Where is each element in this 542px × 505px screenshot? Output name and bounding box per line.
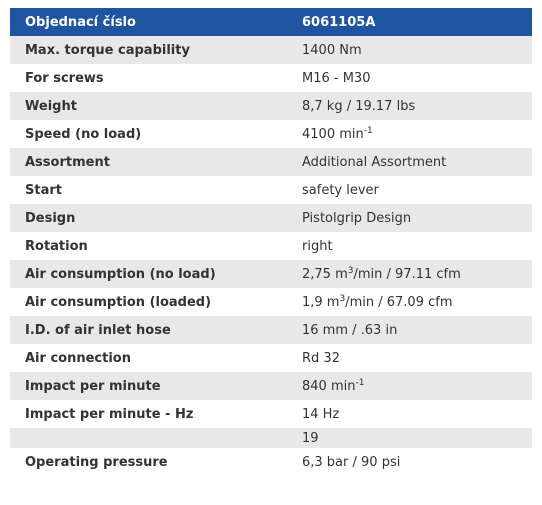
spec-label: Impact per minute - Hz xyxy=(25,406,194,422)
spec-label: Start xyxy=(25,182,62,198)
value-superscript: 3 xyxy=(347,265,354,276)
spec-label: Design xyxy=(10,204,287,232)
spec-row: Weight 8,7 kg / 19.17 lbs xyxy=(10,92,532,120)
spec-label: Weight xyxy=(10,92,287,120)
value-text: 1,9 m xyxy=(302,294,340,310)
value-superscript: -1 xyxy=(355,377,365,388)
spec-label: Operating pressure xyxy=(25,454,168,470)
spec-row: Rotation right xyxy=(10,232,532,260)
spec-value: 14 Hz xyxy=(302,406,340,422)
spec-table: Objednací číslo 6061105A Max. torque cap… xyxy=(10,8,532,476)
header-row: Objednací číslo 6061105A xyxy=(10,8,532,36)
spec-label: Assortment xyxy=(10,148,287,176)
value-text: 4100 min xyxy=(302,126,364,142)
spec-label: Air connection xyxy=(25,350,131,366)
spec-row: Operating pressure 6,3 bar / 90 psi xyxy=(10,448,532,476)
value-superscript: -1 xyxy=(363,125,373,136)
spec-row: Max. torque capability 1400 Nm xyxy=(10,36,532,64)
spec-label: Air consumption (no load) xyxy=(10,260,287,288)
spec-value: safety lever xyxy=(302,182,379,198)
spec-value: 1400 Nm xyxy=(287,36,532,64)
spec-row: I.D. of air inlet hose 16 mm / .63 in xyxy=(10,316,532,344)
spec-value: Pistolgrip Design xyxy=(287,204,532,232)
value-text: 840 min xyxy=(302,378,356,394)
value-superscript: 3 xyxy=(339,293,346,304)
spec-label: Impact per minute xyxy=(10,372,287,400)
header-cell: Objednací číslo xyxy=(10,8,287,36)
header-cell: 6061105A xyxy=(287,8,532,36)
spec-row: Air consumption (no load) 2,75 m3/min / 9… xyxy=(10,260,532,288)
spec-row: Air consumption (loaded) 1,9 m3/min / 67.… xyxy=(10,288,532,316)
spec-value: 1,9 m3/min / 67.09 cfm xyxy=(287,288,532,316)
spec-value: Rd 32 xyxy=(302,350,340,366)
spec-label: I.D. of air inlet hose xyxy=(10,316,287,344)
spec-row: Assortment Additional Assortment xyxy=(10,148,532,176)
spec-value: M16 - M30 xyxy=(302,70,371,86)
spec-value: 840 min-1 xyxy=(287,372,532,400)
spec-row: For screws M16 - M30 xyxy=(10,64,532,92)
value-text: /min / 97.11 cfm xyxy=(353,266,461,282)
spec-row: Speed (no load) 4100 min-1 xyxy=(10,120,532,148)
spec-value: right xyxy=(302,238,333,254)
spec-row: Air connection Rd 32 xyxy=(10,344,532,372)
spec-row: Impact per minute 840 min-1 xyxy=(10,372,532,400)
spec-label: For screws xyxy=(25,70,104,86)
spec-value: 16 mm / .63 in xyxy=(287,316,532,344)
spec-label: Speed (no load) xyxy=(25,126,142,142)
spec-value: Additional Assortment xyxy=(287,148,532,176)
spec-value: 6,3 bar / 90 psi xyxy=(302,454,401,470)
spec-row: 19 xyxy=(10,428,532,448)
spec-row: Impact per minute - Hz 14 Hz xyxy=(10,400,532,428)
spec-label: Air consumption (loaded) xyxy=(25,294,212,310)
table-body: Max. torque capability 1400 Nm For screws M… xyxy=(10,36,532,476)
spec-value: 19 xyxy=(287,428,532,448)
spec-label: Rotation xyxy=(25,238,88,254)
value-text: /min / 67.09 cfm xyxy=(345,294,453,310)
spec-value: 4100 min-1 xyxy=(287,120,532,148)
spec-value: 2,75 m3/min / 97.11 cfm xyxy=(287,260,532,288)
spec-row: Start safety lever xyxy=(10,176,532,204)
value-text: 2,75 m xyxy=(302,266,348,282)
spec-row: Design Pistolgrip Design xyxy=(10,204,532,232)
spec-value: 8,7 kg / 19.17 lbs xyxy=(287,92,532,120)
spec-label xyxy=(10,428,287,448)
spec-label: Max. torque capability xyxy=(10,36,287,64)
